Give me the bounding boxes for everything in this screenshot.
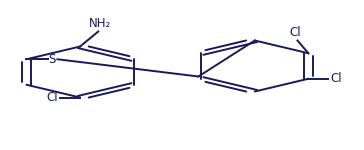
Text: Cl: Cl <box>290 26 301 39</box>
Text: Cl: Cl <box>330 72 342 85</box>
Text: NH₂: NH₂ <box>89 17 111 30</box>
Text: Cl: Cl <box>47 91 58 104</box>
Text: S: S <box>48 53 56 66</box>
